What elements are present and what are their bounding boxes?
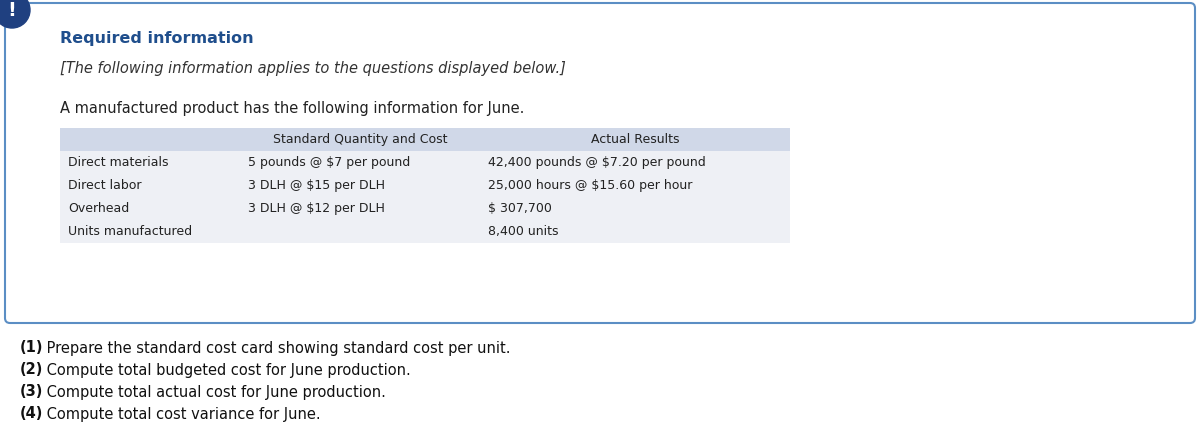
Text: 25,000 hours @ $15.60 per hour: 25,000 hours @ $15.60 per hour [488,179,692,192]
Text: 3 DLH @ $12 per DLH: 3 DLH @ $12 per DLH [248,202,385,215]
Text: Standard Quantity and Cost: Standard Quantity and Cost [272,133,448,146]
Text: 8,400 units: 8,400 units [488,225,558,238]
Text: (2): (2) [20,362,43,377]
Text: Direct labor: Direct labor [68,179,142,192]
Text: 3 DLH @ $15 per DLH: 3 DLH @ $15 per DLH [248,179,385,192]
Text: (4): (4) [20,407,43,421]
Text: (3): (3) [20,385,43,400]
Text: 42,400 pounds @ $7.20 per pound: 42,400 pounds @ $7.20 per pound [488,156,706,169]
Text: !: ! [7,0,17,19]
FancyBboxPatch shape [60,128,790,151]
Text: $ 307,700: $ 307,700 [488,202,552,215]
FancyBboxPatch shape [60,174,790,197]
Circle shape [0,0,30,28]
Text: Direct materials: Direct materials [68,156,168,169]
FancyBboxPatch shape [60,151,790,174]
Text: Prepare the standard cost card showing standard cost per unit.: Prepare the standard cost card showing s… [42,341,511,355]
FancyBboxPatch shape [5,3,1195,323]
FancyBboxPatch shape [60,220,790,243]
Text: 5 pounds @ $7 per pound: 5 pounds @ $7 per pound [248,156,410,169]
Text: A manufactured product has the following information for June.: A manufactured product has the following… [60,101,524,116]
Text: [The following information applies to the questions displayed below.]: [The following information applies to th… [60,61,566,75]
Text: Compute total budgeted cost for June production.: Compute total budgeted cost for June pro… [42,362,412,377]
FancyBboxPatch shape [60,197,790,220]
Text: Units manufactured: Units manufactured [68,225,192,238]
Text: Compute total actual cost for June production.: Compute total actual cost for June produ… [42,385,386,400]
Text: (1): (1) [20,341,43,355]
Text: Required information: Required information [60,31,253,46]
Text: Overhead: Overhead [68,202,130,215]
Text: Compute total cost variance for June.: Compute total cost variance for June. [42,407,322,421]
Text: Actual Results: Actual Results [590,133,679,146]
